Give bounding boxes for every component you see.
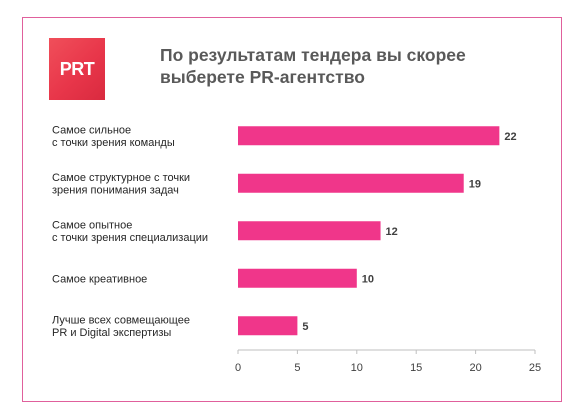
x-tick-label: 15 [410,362,422,374]
chart-frame [22,17,562,402]
category-label: Самое структурное с точки зрения понимани… [52,172,190,197]
category-label: Самое креативное [52,273,147,285]
bar [238,173,464,193]
chart-title: По результатам тендера вы скорее выберет… [160,45,466,87]
x-tick-label: 0 [235,362,241,374]
bar [238,268,357,288]
bar-value-label: 19 [469,178,481,190]
bar [238,221,381,241]
x-tick-label: 5 [294,362,300,374]
bar-value-label: 5 [302,321,308,333]
bar-value-label: 10 [362,273,374,285]
x-tick-label: 25 [529,362,541,374]
bar [238,316,298,336]
x-tick-label: 20 [469,362,481,374]
bar [238,126,500,146]
x-tick-label: 10 [351,362,363,374]
category-label: Самое опытное с точки зрения специализаци… [52,220,208,245]
bar-value-label: 12 [386,226,398,238]
bar-value-label: 22 [504,131,516,143]
category-label: Лучше всех совмещающее PR и Digital экспе… [52,315,190,340]
prt-logo: PRT [49,38,105,100]
category-label: Самое сильное с точки зрения команды [52,125,175,150]
